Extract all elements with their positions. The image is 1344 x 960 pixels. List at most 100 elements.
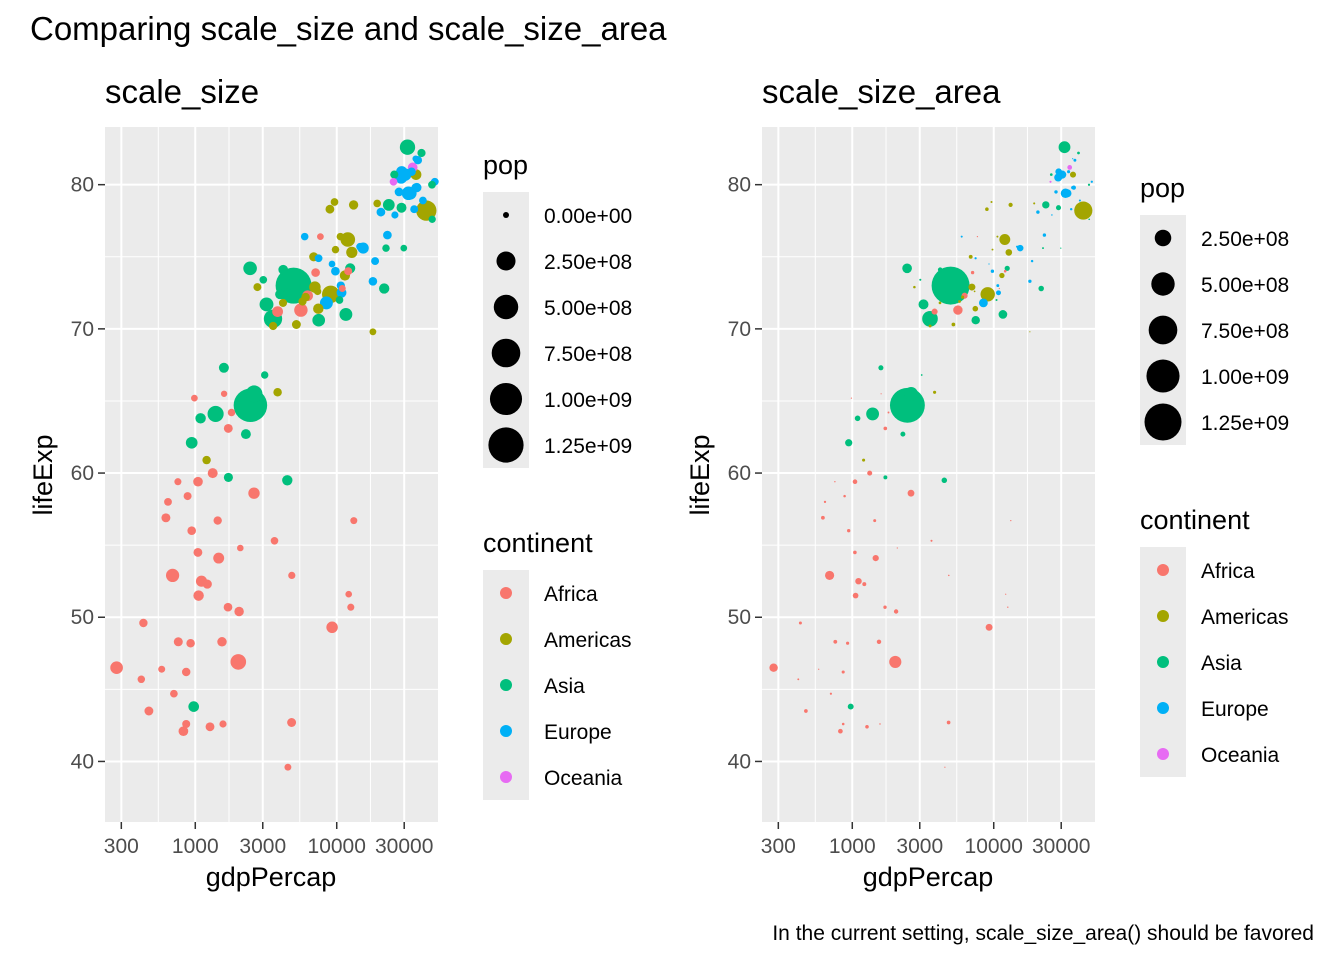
data-point-africa [862, 582, 867, 587]
data-point-africa [883, 605, 887, 609]
color-legend-key-americas [500, 633, 512, 645]
color-legend: continent Africa Americas Asia Europe Oc… [1140, 505, 1289, 777]
size-legend-key [1146, 359, 1180, 393]
data-point-africa [879, 723, 881, 725]
data-point-africa [853, 550, 857, 555]
caption: In the current setting, scale_size_area(… [772, 922, 1314, 945]
data-point-asia [995, 298, 998, 302]
data-point-oceania [389, 177, 398, 186]
data-point-americas [933, 390, 937, 394]
data-point-asia [847, 703, 854, 710]
color-legend-key-oceania [1157, 748, 1169, 760]
data-point-europe [314, 254, 323, 263]
y-tick-label: 50 [728, 606, 751, 629]
data-point-africa [187, 526, 196, 535]
size-legend-key [1151, 272, 1175, 296]
data-point-americas [369, 328, 377, 336]
data-point-asia [1038, 285, 1044, 292]
size-legend-key [1148, 315, 1178, 345]
data-point-asia [883, 475, 888, 480]
x-tick-label: 30000 [1032, 835, 1090, 858]
data-point-asia [382, 244, 390, 252]
data-point-americas [330, 198, 339, 206]
data-point-africa [350, 517, 358, 525]
x-tick-label: 10000 [308, 835, 366, 858]
color-legend-key-oceania [500, 771, 512, 783]
size-legend-label: 0.00e+00 [544, 205, 632, 228]
data-point-asia [878, 365, 884, 371]
panel-title: scale_size_area [762, 73, 1001, 110]
data-point-africa [872, 554, 879, 562]
data-point-africa [338, 285, 346, 292]
data-point-americas [273, 388, 282, 397]
data-point-asia [259, 275, 268, 284]
data-point-americas [985, 207, 989, 211]
data-point-africa [207, 468, 218, 479]
data-point-americas [416, 200, 437, 221]
data-point-asia [902, 263, 912, 274]
data-point-europe [300, 232, 309, 241]
data-point-europe [412, 155, 419, 162]
data-point-americas [1005, 249, 1013, 256]
color-legend-key-africa [1157, 564, 1169, 576]
data-point-africa [823, 500, 827, 504]
data-point-americas [999, 234, 1011, 245]
data-point-africa [855, 577, 862, 585]
data-point-europe [1042, 233, 1047, 237]
data-point-asia [428, 215, 436, 223]
color-legend-label: Africa [1201, 560, 1255, 583]
data-point-asia [845, 439, 853, 447]
data-point-africa [347, 603, 355, 611]
data-point-africa [970, 270, 975, 275]
data-point-europe [1067, 170, 1071, 174]
data-point-europe [328, 260, 336, 268]
data-point-asia [918, 299, 929, 310]
x-tick-label: 3000 [239, 835, 286, 858]
data-point-africa [850, 397, 853, 399]
x-tick-label: 1000 [829, 835, 876, 858]
data-point-africa [186, 638, 195, 648]
x-tick-label: 1000 [172, 835, 219, 858]
plot-background [105, 127, 438, 822]
data-point-africa [865, 725, 869, 729]
data-point-africa [985, 623, 993, 631]
data-point-americas [340, 232, 356, 247]
size-legend-key [1154, 229, 1172, 247]
plot-background [762, 127, 1095, 822]
data-point-africa [193, 476, 203, 487]
data-point-americas [996, 235, 999, 238]
data-point-asia [207, 405, 224, 422]
data-point-asia [243, 261, 257, 276]
data-point-africa [889, 655, 902, 668]
data-point-europe [1054, 173, 1063, 182]
data-point-europe [394, 187, 404, 197]
data-point-americas [968, 254, 973, 259]
color-legend-keys [500, 587, 512, 783]
data-point-africa [223, 602, 233, 612]
data-point-europe [1072, 158, 1074, 160]
data-point-europe [319, 296, 333, 310]
data-point-africa [1010, 519, 1012, 522]
data-point-africa [213, 516, 222, 525]
data-point-americas [973, 290, 976, 293]
data-point-asia [428, 180, 436, 189]
data-point-africa [178, 726, 189, 737]
data-point-americas [980, 287, 995, 302]
data-point-africa [164, 497, 172, 506]
data-point-africa [847, 529, 851, 533]
color-legend-title: continent [1140, 505, 1250, 535]
data-point-africa [876, 639, 882, 645]
y-tick-label: 80 [71, 174, 94, 197]
data-point-europe [1090, 180, 1093, 183]
data-point-asia [1087, 183, 1091, 186]
data-point-africa [907, 489, 915, 497]
data-point-africa [158, 665, 166, 673]
x-axis-title: gdpPercap [863, 862, 994, 892]
color-legend-key-asia [500, 679, 512, 691]
color-legend-key-europe [1157, 702, 1169, 714]
data-point-americas [325, 204, 335, 214]
data-point-asia [971, 315, 980, 325]
data-point-americas [1033, 202, 1036, 205]
size-legend-label: 2.50e+08 [544, 251, 632, 274]
x-tick-label: 10000 [965, 835, 1023, 858]
